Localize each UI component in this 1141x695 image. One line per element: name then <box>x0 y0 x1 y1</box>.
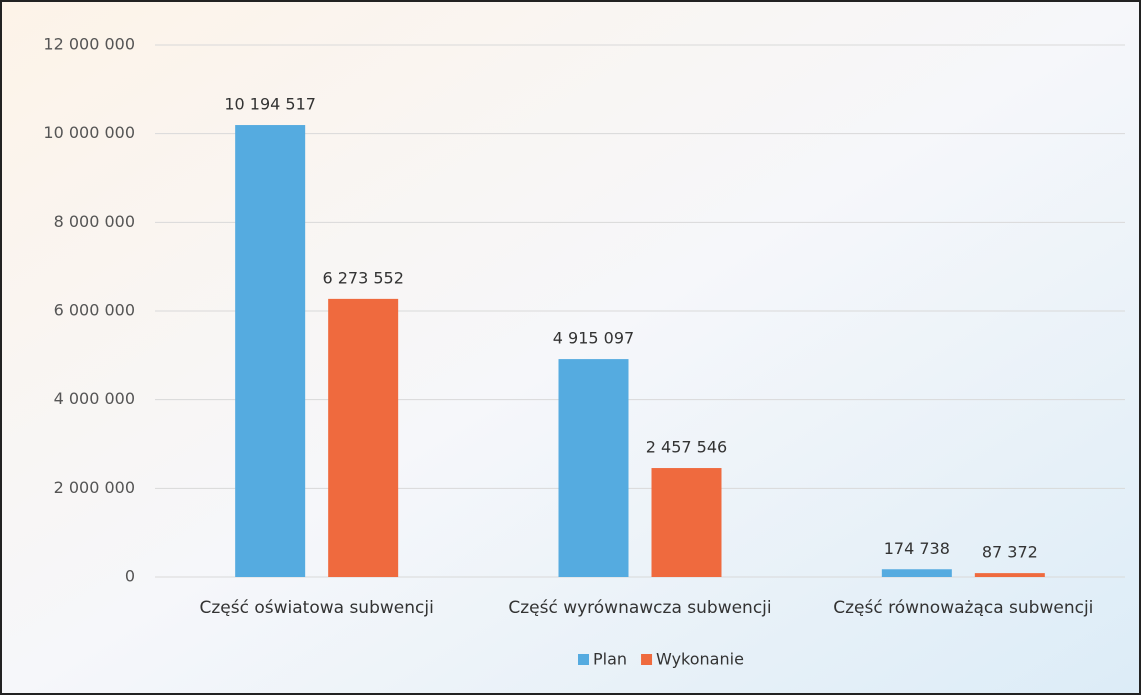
value-label: 4 915 097 <box>553 329 634 348</box>
value-label: 174 738 <box>884 539 950 558</box>
y-tick-label: 12 000 000 <box>43 35 135 54</box>
y-tick-label: 0 <box>125 567 135 586</box>
y-tick-label: 4 000 000 <box>54 389 135 408</box>
bar <box>558 359 629 577</box>
legend-label: Plan <box>593 650 627 669</box>
y-tick-label: 8 000 000 <box>54 212 135 231</box>
value-label: 10 194 517 <box>224 95 316 114</box>
value-label: 87 372 <box>982 543 1038 562</box>
x-tick-label: Część równoważąca subwencji <box>833 598 1093 618</box>
y-tick-label: 10 000 000 <box>43 123 135 142</box>
legend-swatch <box>641 654 653 665</box>
value-label: 6 273 552 <box>322 268 403 287</box>
x-tick-label: Część oświatowa subwencji <box>200 598 434 618</box>
bar <box>235 125 306 577</box>
bar <box>974 573 1045 577</box>
bar <box>328 298 399 577</box>
x-tick-label: Część wyrównawcza subwencji <box>508 598 771 618</box>
legend-label: Wykonanie <box>656 650 744 669</box>
y-tick-label: 6 000 000 <box>54 301 135 320</box>
value-label: 2 457 546 <box>646 438 727 457</box>
bar <box>881 569 952 577</box>
bar <box>651 468 722 577</box>
legend-swatch <box>578 654 589 665</box>
y-tick-label: 2 000 000 <box>54 478 135 497</box>
